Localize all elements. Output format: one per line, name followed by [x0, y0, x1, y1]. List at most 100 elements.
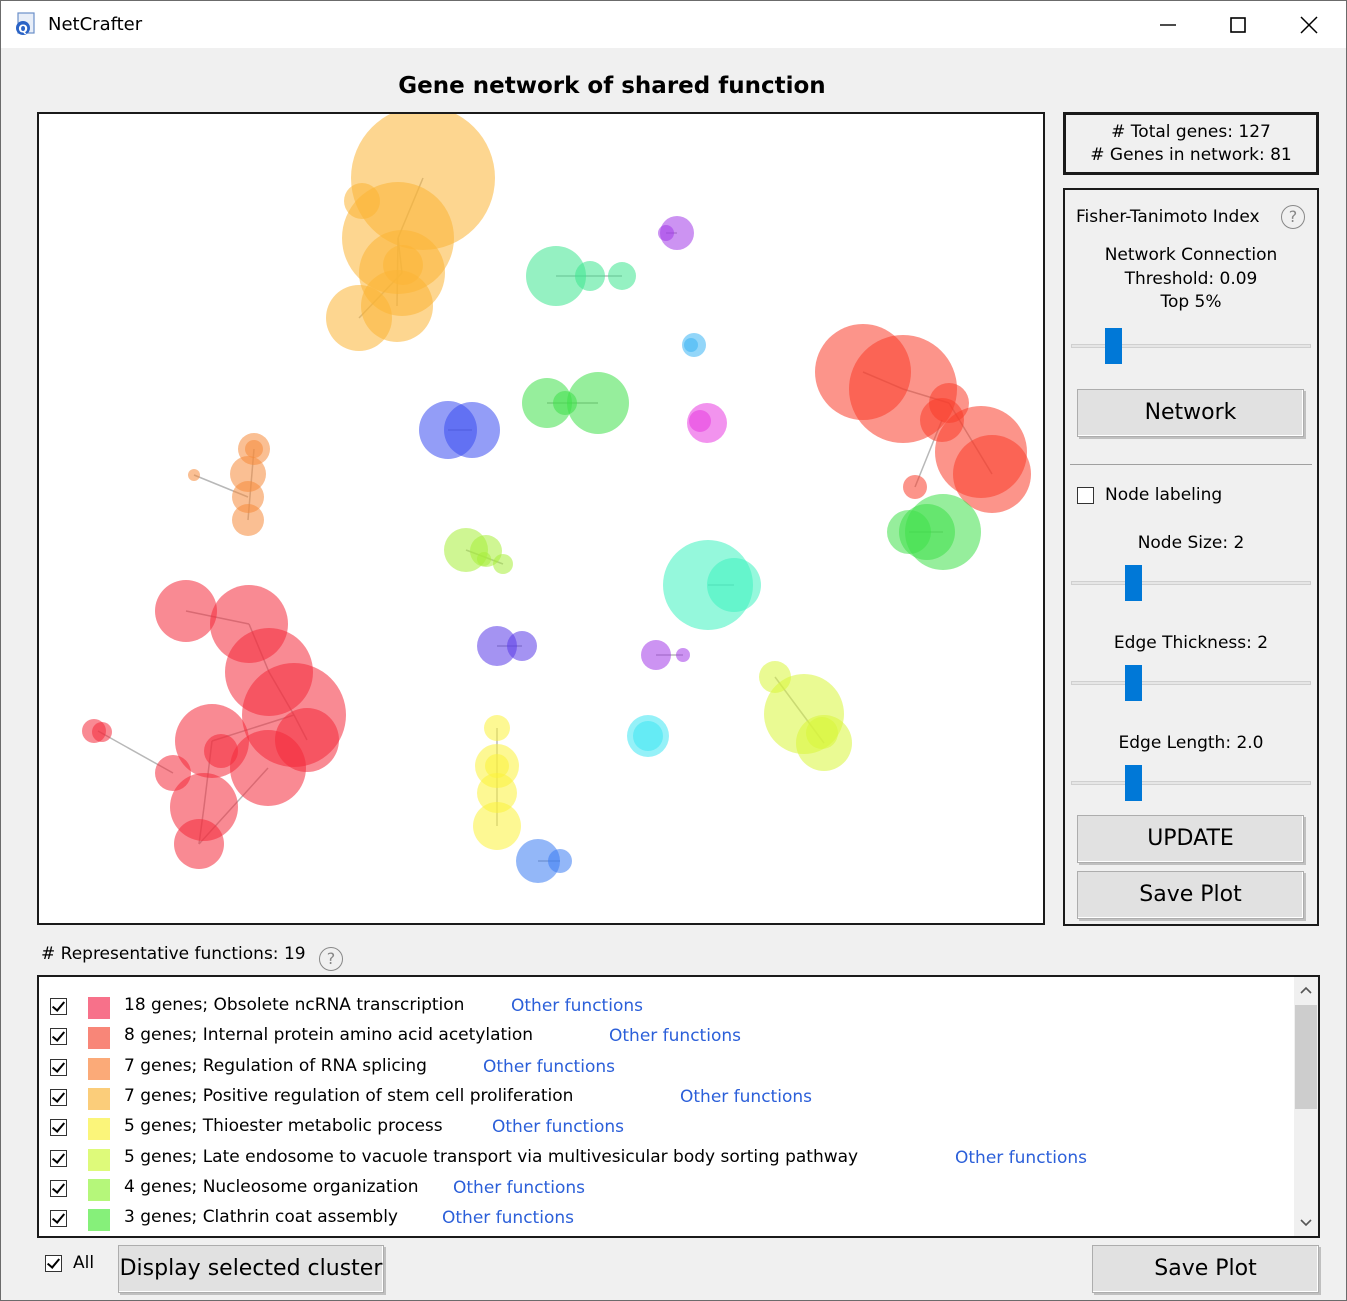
network-node[interactable] [806, 717, 838, 749]
network-node[interactable] [473, 802, 521, 850]
minimize-button[interactable] [1133, 1, 1203, 48]
function-checkbox[interactable] [50, 1119, 67, 1137]
cluster-teal[interactable] [663, 540, 761, 630]
network-node[interactable] [174, 819, 224, 869]
save-plot-button-panel[interactable]: Save Plot [1077, 871, 1304, 919]
network-node[interactable] [477, 552, 491, 566]
all-checkbox[interactable] [45, 1255, 62, 1272]
node-size-slider[interactable] [1071, 563, 1311, 603]
help-icon[interactable]: ? [319, 947, 343, 971]
network-node[interactable] [899, 504, 955, 560]
network-node[interactable] [485, 754, 509, 778]
network-node[interactable] [553, 391, 577, 415]
network-node[interactable] [526, 246, 586, 306]
scrollbar[interactable] [1294, 977, 1318, 1236]
slider-thumb[interactable] [1125, 665, 1142, 701]
update-button[interactable]: UPDATE [1077, 815, 1304, 863]
network-node[interactable] [477, 626, 517, 666]
network-node[interactable] [493, 554, 513, 574]
other-functions-link[interactable]: Other functions [955, 1147, 1087, 1168]
network-node[interactable] [953, 435, 1031, 513]
scroll-thumb[interactable] [1295, 1005, 1317, 1109]
network-node[interactable] [516, 839, 560, 883]
network-node[interactable] [658, 225, 674, 241]
cluster-blue[interactable] [516, 839, 572, 883]
cluster-red-orange[interactable] [815, 324, 1031, 513]
network-node[interactable] [641, 640, 671, 670]
network-node[interactable] [707, 558, 761, 612]
network-node[interactable] [232, 481, 264, 513]
cluster-yellowgreen[interactable] [444, 528, 513, 574]
network-node[interactable] [507, 631, 537, 661]
cluster-indigo[interactable] [419, 401, 500, 459]
scroll-up-icon[interactable] [1299, 983, 1313, 997]
cluster-violet[interactable] [477, 626, 537, 666]
network-node[interactable] [684, 338, 698, 352]
cluster-green[interactable] [522, 372, 981, 570]
cluster-orange-yellow[interactable] [326, 114, 495, 351]
network-node[interactable] [575, 261, 605, 291]
threshold-slider[interactable] [1071, 326, 1311, 366]
slider-thumb[interactable] [1105, 328, 1122, 364]
save-plot-button[interactable]: Save Plot [1092, 1245, 1319, 1293]
network-node[interactable] [188, 469, 200, 481]
network-node[interactable] [633, 721, 663, 751]
other-functions-link[interactable]: Other functions [609, 1026, 741, 1047]
network-node[interactable] [903, 475, 927, 499]
display-selected-cluster-button[interactable]: Display selected cluster [118, 1245, 384, 1293]
slider-thumb[interactable] [1125, 565, 1142, 601]
function-checkbox[interactable] [50, 998, 67, 1015]
network-node[interactable] [676, 648, 690, 662]
network-graph[interactable] [39, 114, 1043, 923]
cluster-magenta[interactable] [687, 403, 727, 443]
close-button[interactable] [1274, 1, 1344, 48]
network-node[interactable] [275, 708, 339, 772]
network-node[interactable] [361, 270, 433, 342]
network-node[interactable] [660, 216, 694, 250]
network-node[interactable] [608, 262, 636, 290]
network-node[interactable] [204, 734, 238, 768]
cluster-skyblue[interactable] [682, 333, 706, 357]
cluster-red[interactable] [82, 580, 346, 869]
other-functions-link[interactable]: Other functions [453, 1177, 585, 1198]
cluster-purple[interactable] [641, 216, 694, 670]
network-button[interactable]: Network [1077, 389, 1304, 437]
edge-length-slider[interactable] [1071, 763, 1311, 803]
edge-thickness-slider[interactable] [1071, 663, 1311, 703]
network-node[interactable] [548, 849, 572, 873]
slider-thumb[interactable] [1125, 765, 1142, 801]
network-node[interactable] [689, 410, 711, 432]
other-functions-link[interactable]: Other functions [442, 1208, 574, 1229]
cluster-mint[interactable] [526, 246, 636, 306]
network-node[interactable] [484, 715, 510, 741]
other-functions-link[interactable]: Other functions [680, 1086, 812, 1107]
other-functions-link[interactable]: Other functions [483, 1056, 615, 1077]
function-checkbox[interactable] [50, 1210, 67, 1228]
network-node[interactable] [567, 372, 629, 434]
network-node[interactable] [230, 456, 266, 492]
function-checkbox[interactable] [50, 1028, 67, 1046]
network-node[interactable] [522, 378, 572, 428]
other-functions-link[interactable]: Other functions [492, 1117, 624, 1138]
node-labeling-checkbox[interactable] [1077, 487, 1094, 504]
scroll-down-icon[interactable] [1299, 1216, 1313, 1230]
function-checkbox[interactable] [50, 1179, 67, 1197]
function-checkbox[interactable] [50, 1088, 67, 1106]
other-functions-link[interactable]: Other functions [511, 996, 643, 1016]
network-node[interactable] [920, 398, 964, 442]
cluster-orange[interactable] [188, 433, 270, 536]
function-checkbox[interactable] [50, 1058, 67, 1076]
network-plot[interactable] [37, 112, 1045, 925]
network-node[interactable] [92, 722, 112, 742]
cluster-lime[interactable] [759, 661, 852, 771]
help-icon[interactable]: ? [1281, 205, 1305, 229]
network-node[interactable] [155, 755, 191, 791]
cluster-yellow[interactable] [473, 715, 521, 850]
network-node[interactable] [155, 580, 217, 642]
function-checkbox[interactable] [50, 1149, 67, 1167]
network-node[interactable] [477, 773, 517, 813]
network-node[interactable] [444, 402, 500, 458]
network-node[interactable] [245, 440, 263, 458]
maximize-button[interactable] [1203, 1, 1273, 48]
cluster-cyan[interactable] [627, 715, 669, 757]
